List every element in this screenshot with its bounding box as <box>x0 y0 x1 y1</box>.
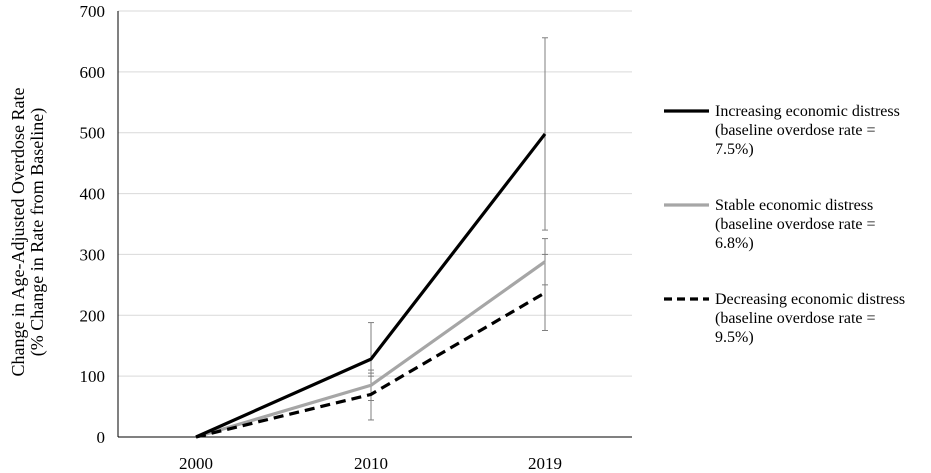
series-line <box>195 260 546 439</box>
legend-label-line: (baseline overdose rate = <box>715 310 876 327</box>
legend-label: Decreasing economic distress (baseline ov… <box>715 291 905 346</box>
x-tick-label: 2010 <box>354 454 388 473</box>
series-line <box>195 291 546 439</box>
y-tick-label: 600 <box>80 63 106 82</box>
y-tick-label: 300 <box>80 245 106 264</box>
legend-label-line: 6.8%) <box>715 235 754 252</box>
error-bars <box>368 37 548 421</box>
x-tick-labels: 2000 2010 2019 <box>179 454 562 473</box>
series-lines <box>195 132 547 439</box>
legend-label: Stable economic distress (baseline overdo… <box>715 197 876 252</box>
legend-label: Increasing economic distress (baseline ov… <box>715 103 900 158</box>
y-axis-label: Change in Age-Adjusted Overdose Rate(% C… <box>8 88 48 377</box>
legend-label-line: (baseline overdose rate = <box>715 216 876 233</box>
legend: Increasing economic distress (baseline ov… <box>664 103 905 346</box>
y-tick-labels: 0 100 200 300 400 500 600 700 <box>80 2 106 447</box>
y-axis-label-line: Change in Age-Adjusted Overdose Rate <box>8 88 28 377</box>
y-axis-label-line: (% Change in Rate from Baseline) <box>27 108 48 356</box>
y-tick-label: 700 <box>80 2 106 21</box>
legend-label-line: Stable economic distress <box>715 197 873 214</box>
y-tick-label: 0 <box>97 428 106 447</box>
legend-label-line: Increasing economic distress <box>715 103 900 120</box>
axes <box>117 11 632 438</box>
y-tick-label: 100 <box>80 367 106 386</box>
legend-label-line: (baseline overdose rate = <box>715 122 876 139</box>
x-tick-label: 2000 <box>179 454 213 473</box>
y-tick-label: 500 <box>80 124 106 143</box>
y-tick-label: 200 <box>80 306 106 325</box>
y-tick-label: 400 <box>80 185 106 204</box>
x-tick-label: 2019 <box>528 454 562 473</box>
legend-label-line: Decreasing economic distress <box>715 291 905 308</box>
legend-label-line: 9.5%) <box>715 329 754 346</box>
legend-label-line: 7.5%) <box>715 141 754 158</box>
series-line <box>195 132 547 439</box>
gridlines <box>118 10 632 377</box>
